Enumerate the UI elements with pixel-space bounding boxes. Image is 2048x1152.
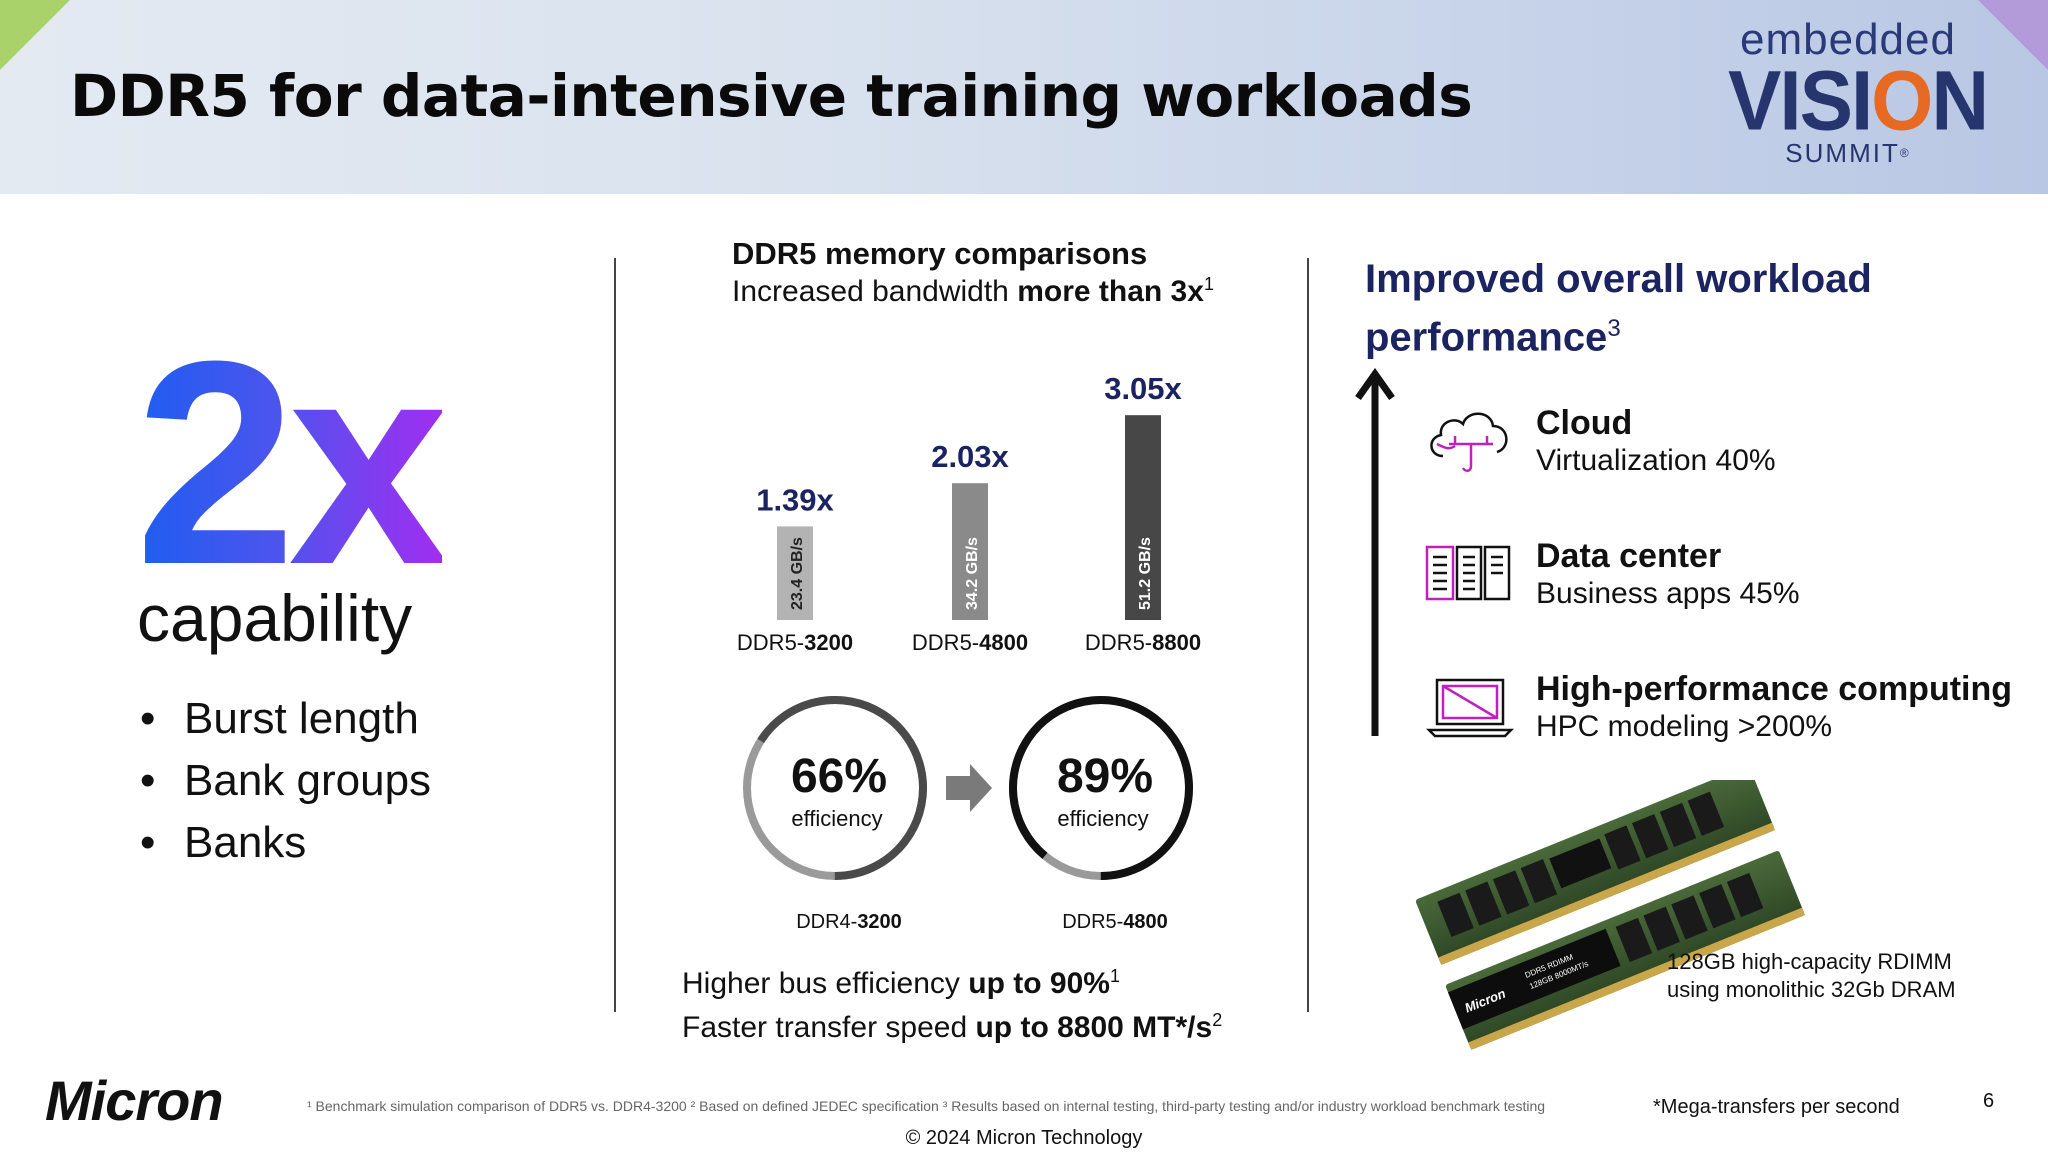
- bar-category-label: DDR5-8800: [1085, 630, 1201, 655]
- up-arrow-icon: [1355, 368, 1395, 736]
- efficiency-value: 66%: [791, 750, 887, 803]
- efficiency-ring-fill: [743, 696, 927, 880]
- bar-multiplier-label: 3.05x: [1104, 371, 1182, 406]
- corner-accent-violet: [1978, 0, 2048, 70]
- bar-value-label: 51.2 GB/s: [1137, 537, 1154, 610]
- bullet-item: Burst length: [140, 688, 431, 750]
- bar: [777, 526, 813, 620]
- corner-accent-green: [0, 0, 70, 70]
- efficiency-memory-label: DDR4-3200: [796, 911, 902, 930]
- footnote-text: ¹ Benchmark simulation comparison of DDR…: [307, 1098, 1546, 1114]
- efficiency-memory-label: DDR5-4800: [1062, 911, 1168, 930]
- page-number: 6: [1983, 1090, 1995, 1112]
- slide-title: DDR5 for data-intensive training workloa…: [70, 62, 1473, 130]
- memory-comparison-title: DDR5 memory comparisons: [732, 236, 1148, 271]
- workload-performance-title: Improved overall workload performance3: [1365, 257, 1872, 360]
- efficiency-value: 89%: [1057, 750, 1153, 803]
- bar: [952, 483, 988, 620]
- bar: [1125, 415, 1161, 620]
- rdimm-caption: 128GB high-capacity RDIMM using monolith…: [1667, 949, 1956, 1002]
- server-rack-icon: [1425, 545, 1511, 601]
- rdimm-modules-image: Micron DDR5 RDIMM 128GB 8000MT/s: [1415, 780, 1806, 1050]
- capability-bullets: Burst length Bank groups Banks: [140, 688, 431, 874]
- middle-footer-text: Higher bus efficiency up to 90%1 Faster …: [682, 966, 1223, 1044]
- memory-comparison-subtitle: Increased bandwidth more than 3x1: [732, 274, 1214, 308]
- big-2x-figure: 2x: [135, 301, 450, 625]
- right-arrow-icon: [946, 764, 992, 812]
- mega-transfers-note: *Mega-transfers per second: [1653, 1096, 1900, 1118]
- column-divider-right: [1307, 258, 1309, 1012]
- embedded-vision-summit-logo: embedded VISION SUMMIT®: [1728, 15, 1989, 168]
- bar-multiplier-label: 2.03x: [931, 439, 1009, 474]
- efficiency-label: efficiency: [1057, 806, 1148, 831]
- capability-label: capability: [137, 581, 413, 655]
- bar-category-label: DDR5-3200: [737, 630, 853, 655]
- efficiency-comparison: 66% efficiency DDR4-3200 89% efficiency DDR5-…: [743, 696, 1193, 930]
- bar-category-label: DDR5-4800: [912, 630, 1028, 655]
- bullet-item: Bank groups: [140, 750, 431, 812]
- bar-value-label: 34.2 GB/s: [964, 537, 981, 610]
- bullet-item: Banks: [140, 812, 431, 874]
- laptop-icon: [1425, 678, 1515, 738]
- bar-multiplier-label: 1.39x: [756, 482, 834, 517]
- bar-value-label: 23.4 GB/s: [789, 537, 806, 610]
- header-banner: DDR5 for data-intensive training workloa…: [0, 0, 2048, 194]
- column-divider-left: [614, 258, 616, 1012]
- micron-logo: Micron: [45, 1069, 224, 1132]
- bandwidth-bar-chart: 23.4 GB/s 1.39x DDR5-3200 34.2 GB/s 2.03x DDR…: [737, 371, 1201, 655]
- cloud-icon: [1430, 412, 1508, 472]
- efficiency-label: efficiency: [791, 806, 882, 831]
- copyright-text: © 2024 Micron Technology: [905, 1127, 1143, 1149]
